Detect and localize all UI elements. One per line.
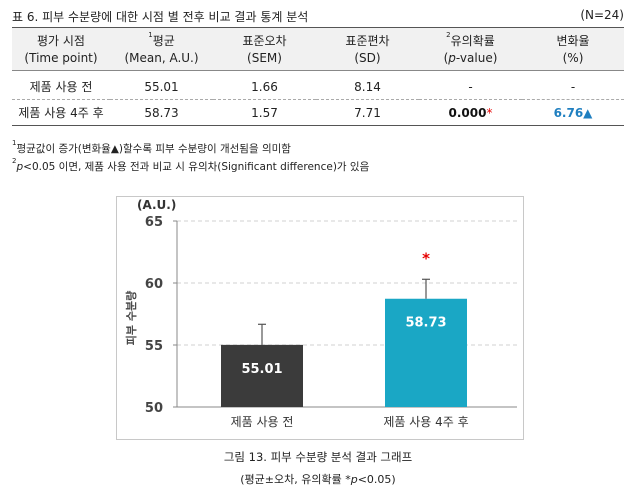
table-caption-row: 표 6. 피부 수분량에 대한 시점 별 전후 비교 결과 통계 분석 (N=2… (12, 8, 624, 26)
x-tick-label: 제품 사용 4주 후 (383, 415, 468, 429)
header-sem: 표준오차 (213, 27, 316, 49)
stats-table: 평가 시점 1평균 표준오차 표준편차 2유의확률 변화율 (Time poin… (12, 27, 624, 126)
header-time-en: (Time point) (12, 49, 110, 71)
cell-time: 제품 사용 전 (12, 70, 110, 100)
y-tick-label: 65 (145, 215, 163, 230)
cell-pvalue: 0.000* (419, 99, 522, 126)
significance-mark: * (486, 105, 493, 120)
cell-sd: 8.14 (316, 70, 419, 100)
header-pvalue-en: (p-value) (419, 49, 522, 71)
note-1: 1평균값이 증가(변화율▲)할수록 피부 수분량이 개선됨을 의미함 (12, 139, 291, 156)
bar-value-label: 58.73 (405, 316, 446, 331)
bar-chart: (A.U.) 50 55 60 65 피부 수분량 55.01 제품 사용 전 58.73 * 제품… (124, 198, 517, 429)
cell-mean: 58.73 (110, 99, 213, 126)
y-axis-title: 피부 수분량 (124, 291, 138, 345)
sample-size-label: (N=24) (580, 8, 624, 22)
table-row: 제품 사용 4주 후 58.73 1.57 7.71 0.000* 6.76▲ (12, 99, 624, 126)
header-sd-en: (SD) (316, 49, 419, 71)
bar (221, 344, 303, 407)
cell-change: 6.76▲ (522, 99, 624, 126)
cell-time: 제품 사용 4주 후 (12, 99, 110, 126)
figure-caption: 그림 13. 피부 수분량 분석 결과 그래프 (223, 450, 413, 464)
header-time: 평가 시점 (12, 27, 110, 49)
note-2: 2p<0.05 이면, 제품 사용 전과 비교 시 유의차(Significan… (12, 157, 370, 174)
header-pvalue: 2유의확률 (419, 27, 522, 49)
y-tick-label: 55 (145, 339, 163, 354)
y-tick-label: 50 (145, 401, 163, 416)
header-sem-en: (SEM) (213, 49, 316, 71)
header-mean: 1평균 (110, 27, 213, 49)
y-tick-label: 60 (145, 277, 163, 292)
cell-change: - (522, 70, 624, 100)
table-notes: 1평균값이 증가(변화율▲)할수록 피부 수분량이 개선됨을 의미함 2p<0.… (12, 140, 369, 176)
cell-mean: 55.01 (110, 70, 213, 100)
cell-sem: 1.57 (213, 99, 316, 126)
bar (385, 298, 467, 407)
header-sd: 표준편차 (316, 27, 419, 49)
header-mean-en: (Mean, A.U.) (110, 49, 213, 71)
bar-value-label: 55.01 (241, 362, 282, 377)
chart-container: (A.U.) 50 55 60 65 피부 수분량 55.01 제품 사용 전 58.73 * 제품… (116, 196, 524, 440)
x-tick-label: 제품 사용 전 (231, 415, 294, 429)
header-row-korean: 평가 시점 1평균 표준오차 표준편차 2유의확률 변화율 (12, 27, 624, 49)
pvalue-value: 0.000 (448, 105, 487, 120)
table-title: 표 6. 피부 수분량에 대한 시점 별 전후 비교 결과 통계 분석 (12, 10, 309, 24)
significance-asterisk: * (422, 249, 430, 267)
header-row-english: (Time point) (Mean, A.U.) (SEM) (SD) (p-… (12, 49, 624, 71)
table-row: 제품 사용 전 55.01 1.66 8.14 - - (12, 70, 624, 100)
cell-sd: 7.71 (316, 99, 419, 126)
figure-subcaption: (평균±오차, 유의확률 *p<0.05) (240, 473, 396, 486)
y-unit-label: (A.U.) (137, 198, 176, 212)
cell-pvalue: - (419, 70, 522, 100)
header-change-en: (%) (522, 49, 624, 71)
header-change: 변화율 (522, 27, 624, 49)
cell-sem: 1.66 (213, 70, 316, 100)
change-value: 6.76▲ (553, 105, 593, 120)
